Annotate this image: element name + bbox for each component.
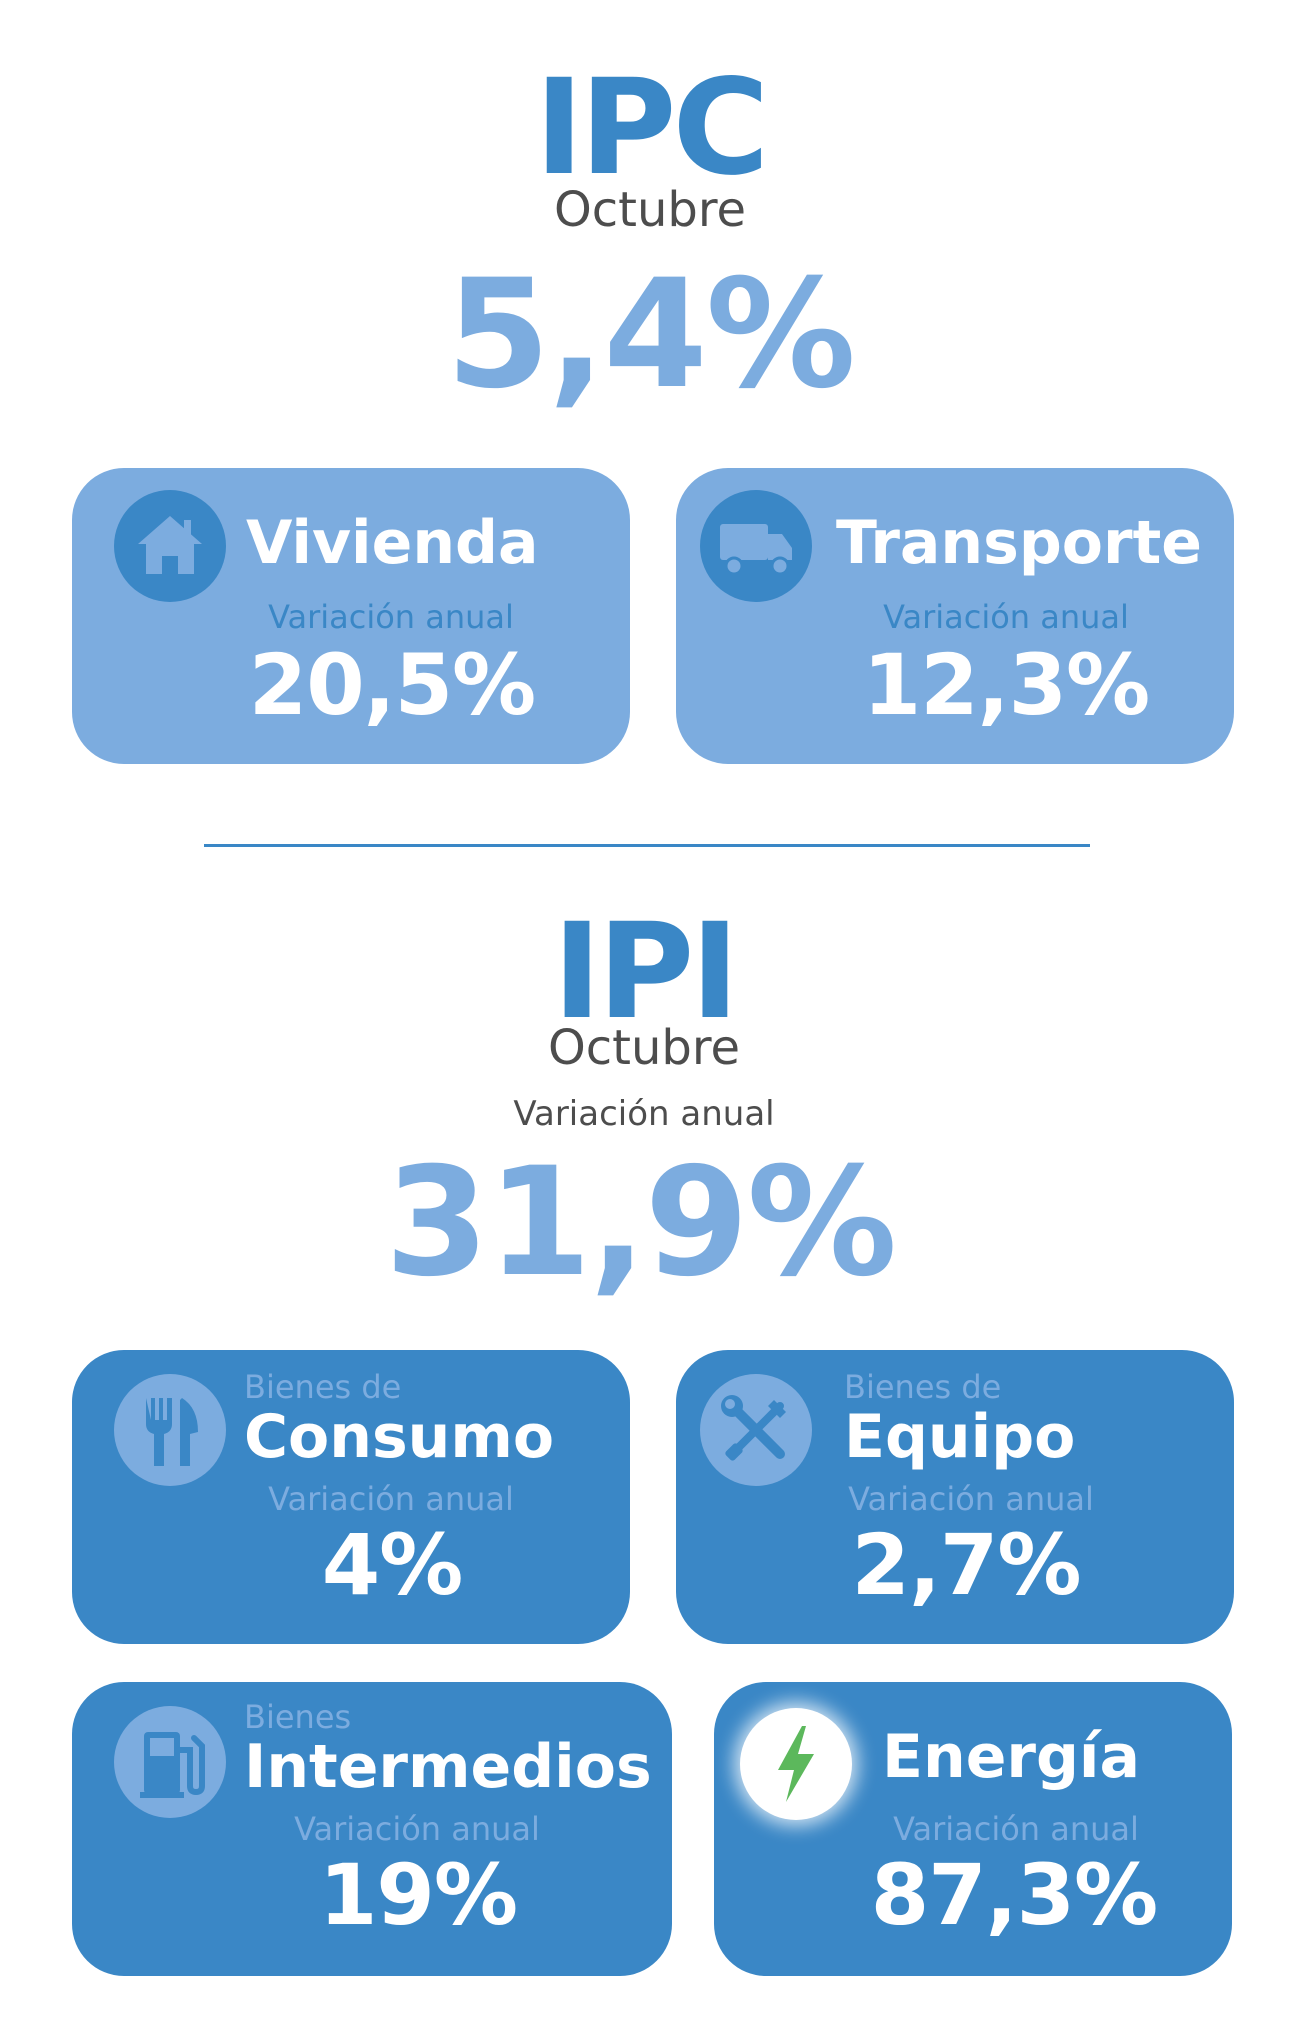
truck-icon (700, 490, 812, 602)
consumo-pre: Bienes de (244, 1368, 402, 1406)
energia-value: 87,3% (870, 1846, 1158, 1944)
transporte-card: Transporte Variación anual 12,3% (676, 468, 1234, 764)
ipc-value: 5,4% (445, 248, 856, 422)
equipo-pre: Bienes de (844, 1368, 1002, 1406)
vivienda-sublabel: Variación anual (268, 598, 514, 636)
house-icon (114, 490, 226, 602)
ipi-value: 31,9% (384, 1136, 897, 1310)
section-divider (204, 844, 1090, 847)
lightning-bolt-icon (740, 1708, 852, 1820)
intermedios-sublabel: Variación anual (294, 1810, 540, 1848)
vivienda-title: Vivienda (246, 508, 539, 578)
vivienda-value: 20,5% (248, 636, 536, 734)
transporte-value: 12,3% (862, 636, 1150, 734)
transporte-title: Transporte (836, 508, 1202, 578)
wrench-screwdriver-icon (700, 1374, 812, 1486)
consumo-value: 4% (321, 1516, 464, 1614)
equipo-title: Equipo (844, 1402, 1076, 1472)
equipo-card: Bienes de Equipo Variación anual 2,7% (676, 1350, 1234, 1644)
intermedios-title: Intermedios (244, 1732, 652, 1802)
consumo-card: Bienes de Consumo Variación anual 4% (72, 1350, 630, 1644)
transporte-sublabel: Variación anual (883, 598, 1129, 636)
consumo-title: Consumo (244, 1402, 555, 1472)
equipo-value: 2,7% (851, 1516, 1082, 1614)
fuel-pump-icon (114, 1706, 226, 1818)
ipi-title: IPI (552, 895, 740, 1049)
consumo-sublabel: Variación anual (268, 1480, 514, 1518)
energia-card: Energía Variación anual 87,3% (714, 1682, 1232, 1976)
intermedios-card: Bienes Intermedios Variación anual 19% (72, 1682, 672, 1976)
ipi-month: Octubre (547, 1020, 741, 1076)
energia-sublabel: Variación anual (893, 1810, 1139, 1848)
ipi-sublabel: Variación anual (513, 1094, 775, 1134)
energia-title: Energía (882, 1722, 1140, 1792)
ipc-month: Octubre (553, 182, 747, 238)
ipc-title: IPC (534, 51, 770, 205)
fork-knife-icon (114, 1374, 226, 1486)
intermedios-value: 19% (318, 1846, 518, 1944)
intermedios-pre: Bienes (244, 1698, 352, 1736)
vivienda-card: Vivienda Variación anual 20,5% (72, 468, 630, 764)
equipo-sublabel: Variación anual (848, 1480, 1094, 1518)
